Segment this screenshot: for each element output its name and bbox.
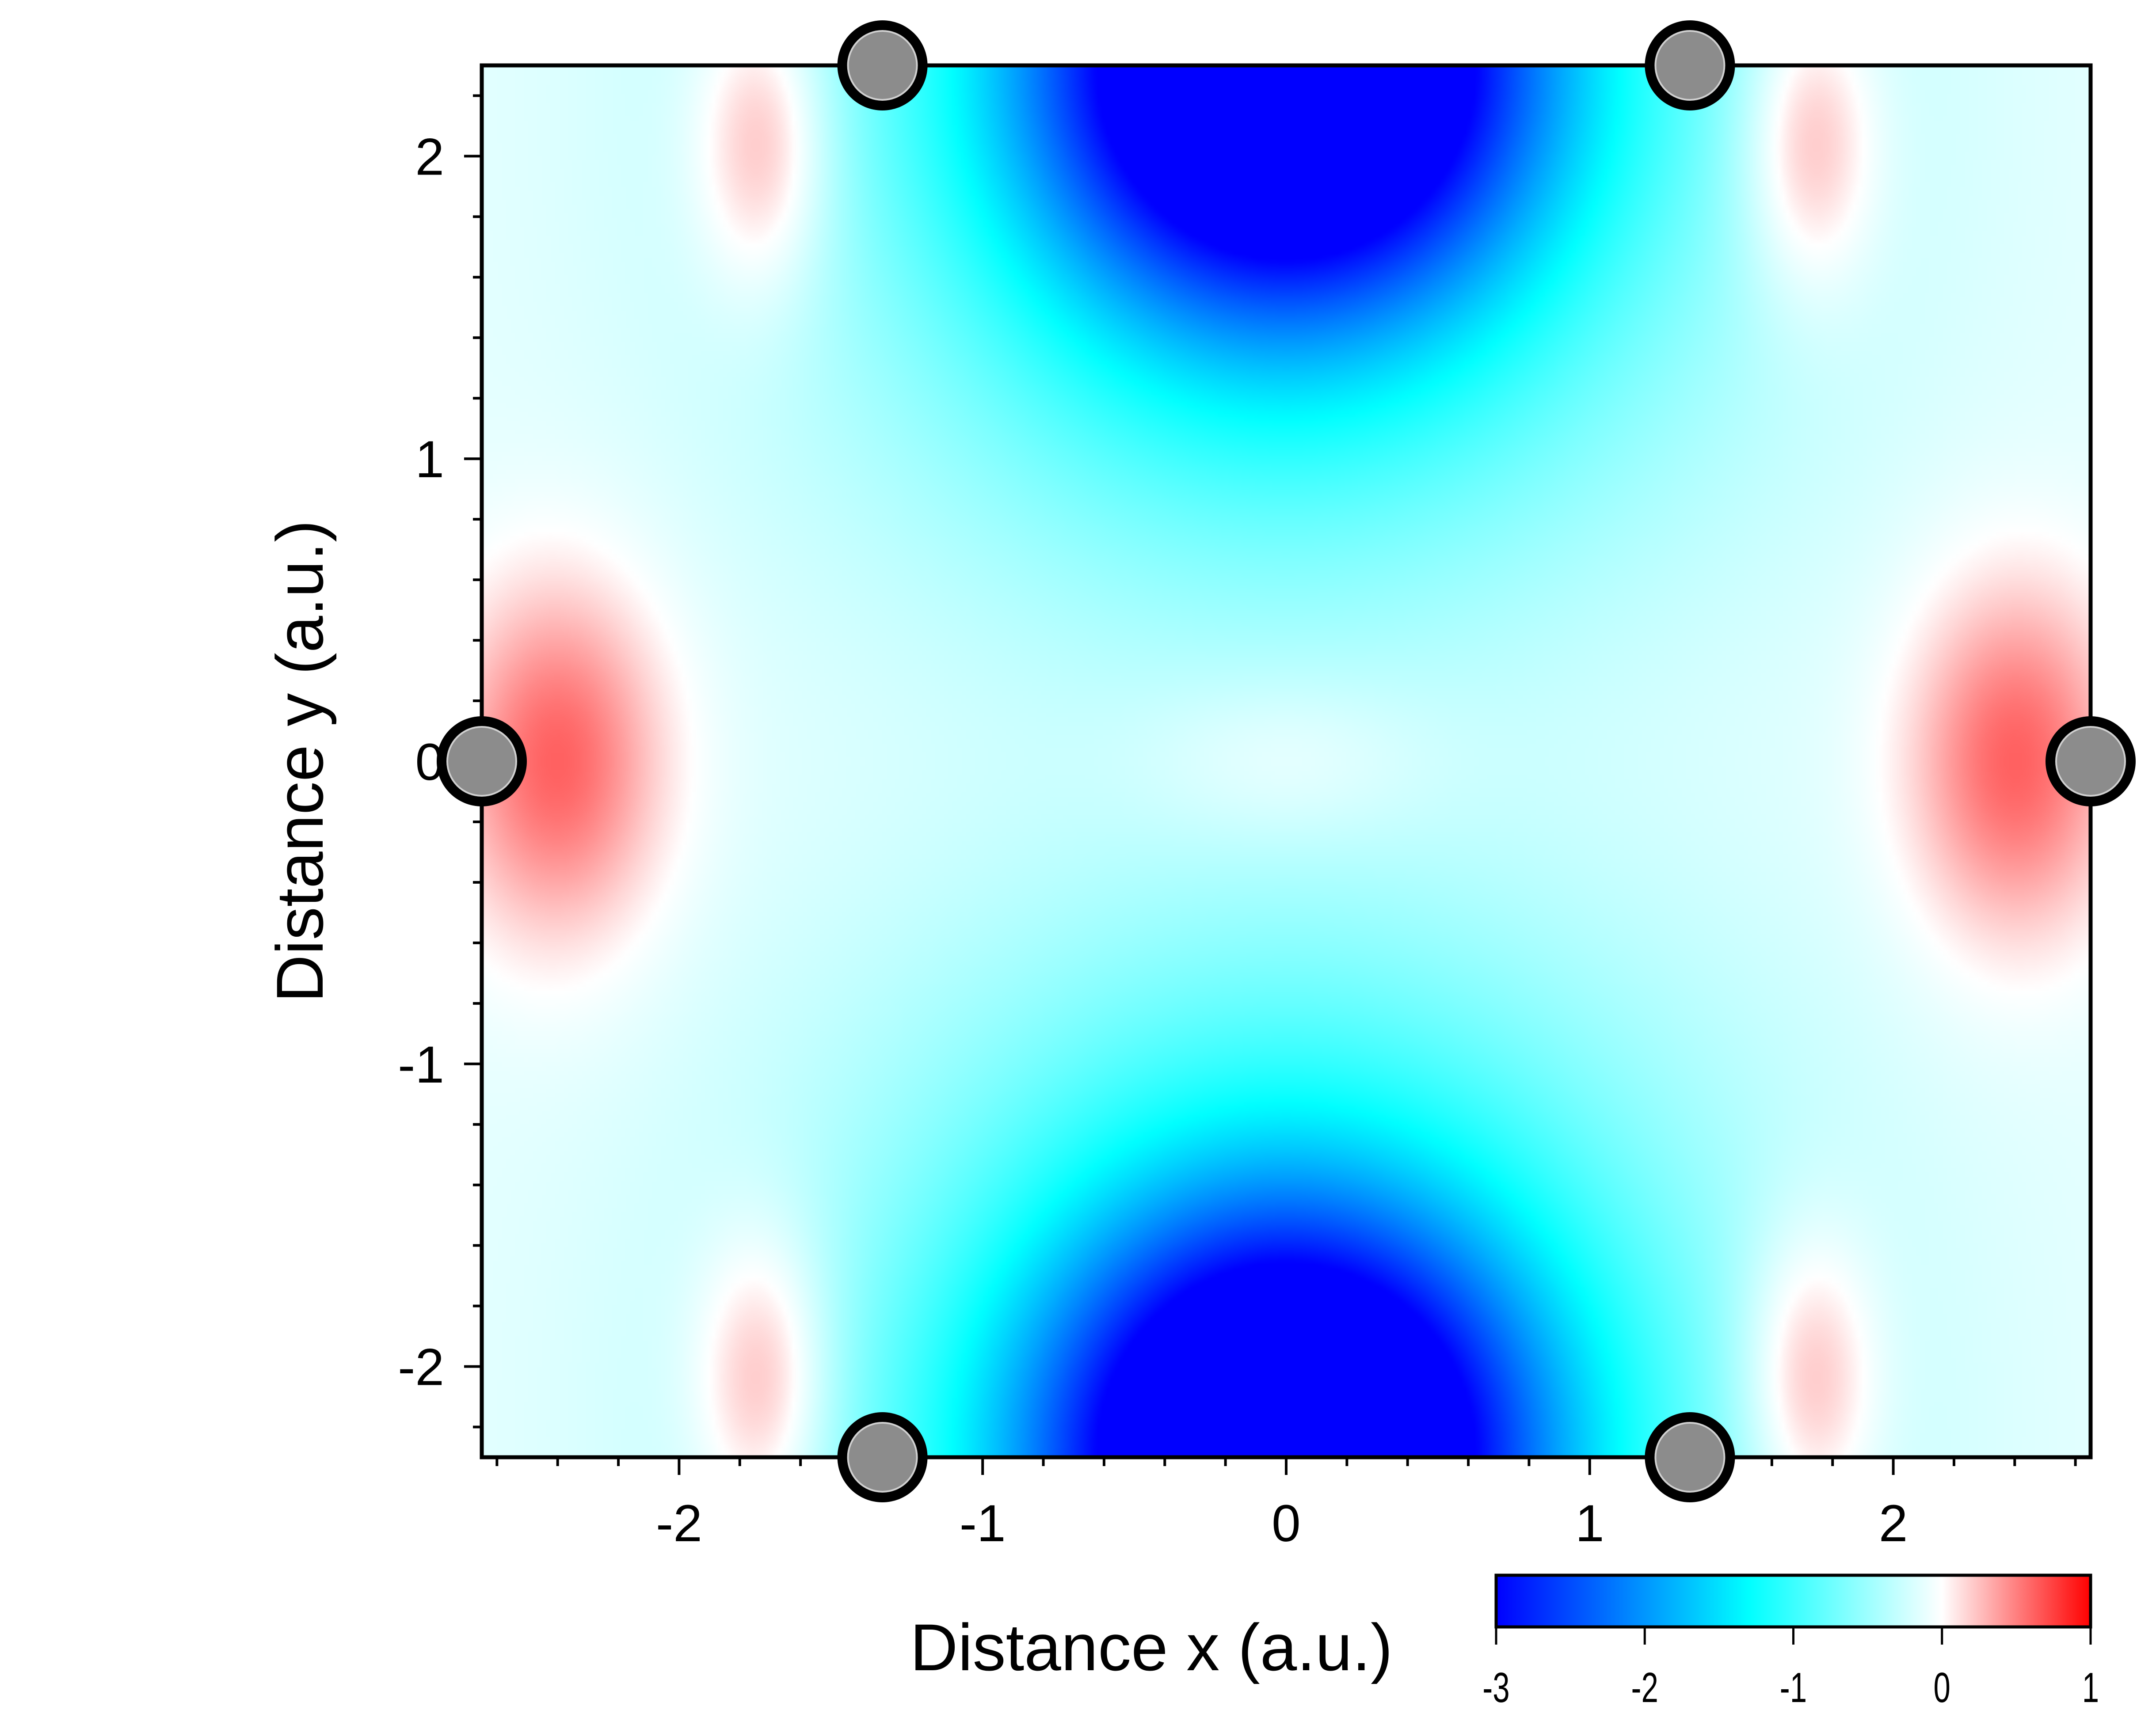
- x-tick-label: 1: [1575, 1494, 1604, 1553]
- atom-marker: [847, 1422, 918, 1493]
- colorbar-tick-label: -2: [1631, 1664, 1658, 1710]
- atom-marker: [2055, 726, 2126, 797]
- y-axis-label: Distance y (a.u.): [263, 520, 337, 1003]
- x-tick-label: 2: [1879, 1494, 1908, 1553]
- colorbar-bar: [1494, 1573, 2092, 1629]
- x-tick-label: 0: [1272, 1494, 1301, 1553]
- y-tick-label: 2: [415, 128, 444, 186]
- heatmap-image: [482, 65, 2091, 1457]
- colorbar: -3 -2 -1 0 1: [1482, 1573, 2099, 1710]
- plot-area: [480, 63, 2093, 1459]
- atom-marker: [847, 30, 918, 101]
- atom-markers: [437, 20, 2136, 1502]
- y-tick-label: -1: [398, 1036, 444, 1094]
- colorbar-tick-label: -3: [1482, 1664, 1509, 1710]
- atom-marker: [1654, 30, 1726, 101]
- colorbar-tick-label: 1: [2082, 1664, 2099, 1710]
- y-tick-label: -2: [398, 1338, 444, 1397]
- y-tick-label: 1: [415, 430, 444, 489]
- x-tick-label: -2: [656, 1494, 702, 1553]
- x-axis: -2 -1 0 1 2: [495, 1457, 2077, 1553]
- x-axis-label: Distance x (a.u.): [910, 1610, 1393, 1684]
- colorbar-tick-label: -1: [1780, 1664, 1807, 1710]
- atom-marker: [1654, 1422, 1726, 1493]
- x-tick-label: -1: [960, 1494, 1006, 1553]
- colorbar-tick-label: 0: [1934, 1664, 1950, 1710]
- atom-marker: [446, 726, 517, 797]
